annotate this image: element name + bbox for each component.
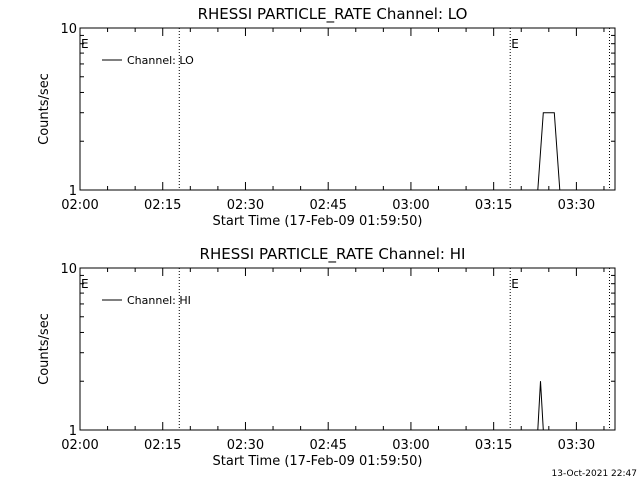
series-line: [80, 381, 615, 431]
event-line-label: E: [511, 37, 519, 51]
x-tick-label: 02:00: [61, 438, 98, 453]
y-tick-label: 10: [60, 22, 77, 37]
event-line-label: E: [511, 277, 519, 291]
y-tick-label: 1: [69, 184, 77, 199]
x-tick-label: 02:30: [227, 198, 264, 213]
axis-event-marker: E: [81, 277, 89, 291]
x-tick-label: 03:30: [558, 438, 595, 453]
y-tick-label: 1: [69, 424, 77, 439]
charts-container: RHESSI PARTICLE_RATE Channel: LO 1 10 02:00…: [37, 5, 616, 469]
chart-title: RHESSI PARTICLE_RATE Channel: LO: [198, 5, 468, 24]
x-tick-label: 03:30: [558, 198, 595, 213]
y-axis-label: Counts/sec: [37, 313, 52, 385]
axis-event-marker: E: [81, 37, 89, 51]
chart-title: RHESSI PARTICLE_RATE Channel: HI: [200, 245, 466, 264]
legend-label: Channel: LO: [127, 54, 194, 67]
x-axis-label: Start Time (17-Feb-09 01:59:50): [213, 454, 423, 469]
legend-label: Channel: HI: [127, 294, 191, 307]
x-tick-label: 02:00: [61, 198, 98, 213]
x-tick-label: 03:00: [392, 438, 429, 453]
x-axis-label: Start Time (17-Feb-09 01:59:50): [213, 214, 423, 229]
chart-panel-1: RHESSI PARTICLE_RATE Channel: HI 1 10 02:00…: [37, 245, 616, 469]
x-tick-label: 02:15: [144, 438, 181, 453]
x-tick-label: 02:30: [227, 438, 264, 453]
footer-timestamp: 13-Oct-2021 22:47: [552, 469, 637, 479]
x-tick-label: 02:15: [144, 198, 181, 213]
x-tick-label: 03:00: [392, 198, 429, 213]
series-line: [80, 112, 615, 191]
y-axis-label: Counts/sec: [37, 73, 52, 145]
y-tick-label: 10: [60, 262, 77, 277]
chart-panel-0: RHESSI PARTICLE_RATE Channel: LO 1 10 02:00…: [37, 5, 616, 229]
x-tick-label: 03:15: [475, 438, 512, 453]
x-tick-label: 02:45: [309, 438, 346, 453]
x-tick-label: 02:45: [309, 198, 346, 213]
x-tick-label: 03:15: [475, 198, 512, 213]
